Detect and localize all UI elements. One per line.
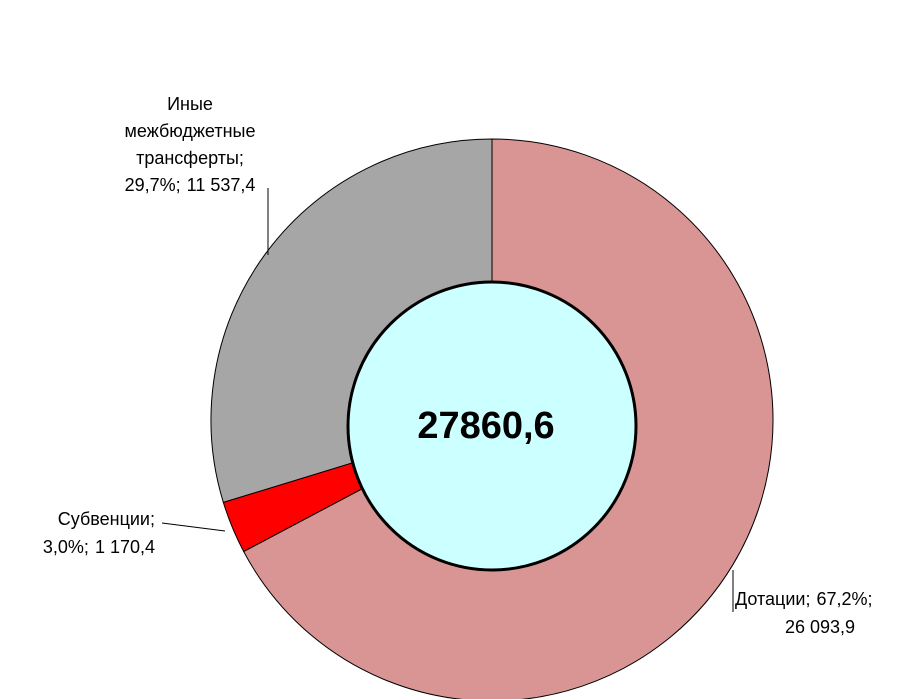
label-line: Дотации; 67,2%;: [735, 589, 873, 609]
label-part: Дотации;: [735, 589, 810, 609]
label-part: 29,7%;: [125, 175, 181, 195]
label-part: Субвенции;: [58, 509, 155, 529]
label-line: 3,0%; 1 170,4: [43, 537, 155, 557]
label-line: Субвенции;: [58, 509, 155, 529]
data-label: Субвенции; 3,0%; 1 170,4: [43, 509, 226, 557]
label-part: 1 170,4: [95, 537, 155, 557]
label-part: 26 093,9: [785, 617, 855, 637]
data-label: Дотации; 67,2%; 26 093,9: [732, 570, 873, 637]
label-word: Иные: [167, 94, 213, 114]
leader-line: [161, 522, 226, 532]
label-part: 67,2%;: [816, 589, 872, 609]
data-label: Иные межбюджетные трансферты; 29,7%; 11 537,…: [125, 94, 269, 255]
center-circle: [346, 280, 638, 572]
label-part: 3,0%;: [43, 537, 89, 557]
label-word: трансферты;: [136, 148, 244, 168]
label-line: 29,7%; 11 537,4: [125, 175, 256, 195]
center-label: 27860,6: [417, 405, 554, 447]
label-part: 11 537,4: [187, 175, 256, 195]
label-word: межбюджетные: [125, 121, 256, 141]
label-line: 26 093,9: [785, 617, 855, 637]
label-category: Иные межбюджетные трансферты;: [125, 94, 256, 168]
